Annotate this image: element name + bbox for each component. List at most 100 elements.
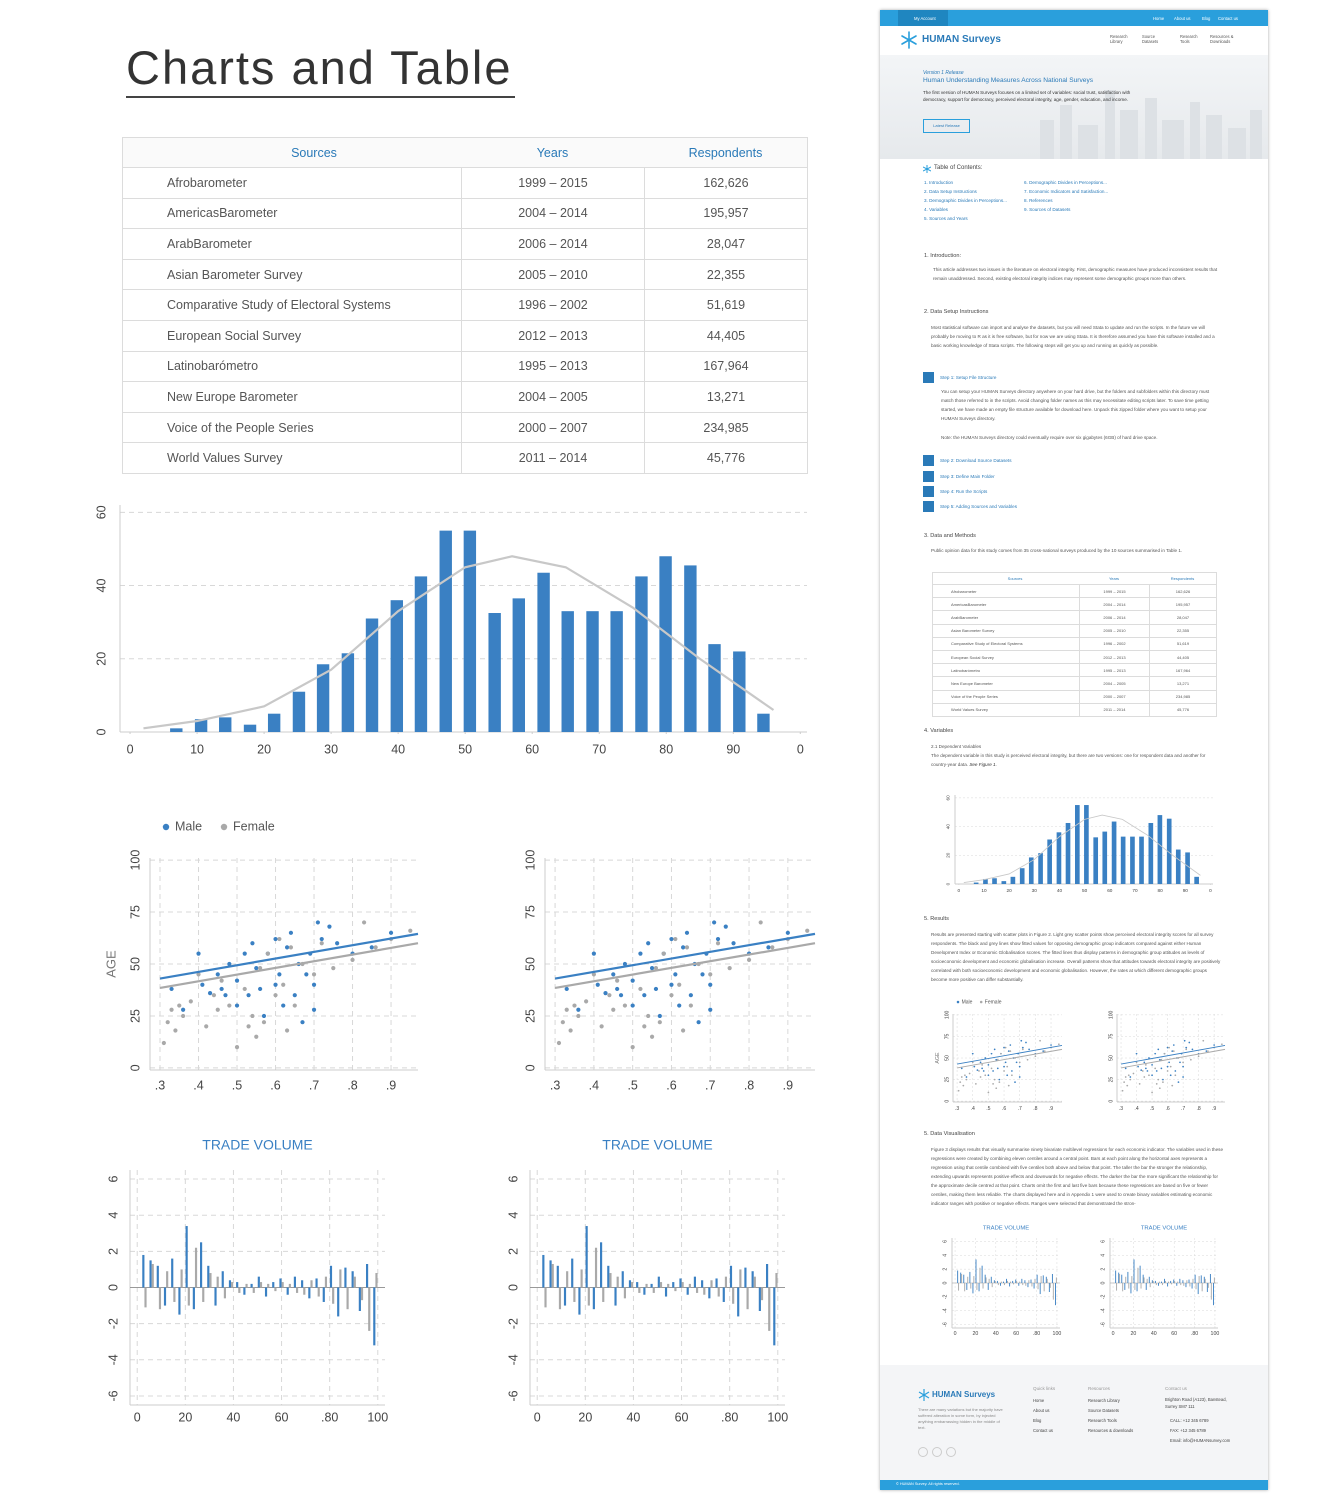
paragraph: Most statistical software can import and… (931, 325, 1215, 348)
footer-link[interactable]: Research Tools (1088, 1418, 1117, 1423)
bar (166, 1271, 169, 1288)
y-tick-label: 2 (106, 1248, 120, 1255)
step-link[interactable]: Step 4: Run the Scripts (940, 489, 988, 494)
table-row: European Social Survey 2012 – 2013 44,405 (933, 649, 1216, 664)
table-header-row: Sources Years Respondents (933, 573, 1216, 584)
bar (657, 1276, 660, 1288)
x-tick-label: 40 (391, 742, 405, 756)
table-row: Latinobarómetro 1995 – 2013 167,964 (933, 663, 1216, 677)
bar (317, 1287, 320, 1297)
x-tick-label: .7 (309, 1078, 319, 1092)
toc-item[interactable]: 8. References (1024, 198, 1053, 203)
chart-title: TRADE VOLUME (602, 1137, 712, 1153)
point (273, 936, 278, 942)
figure-reference[interactable]: See Figure 1. (969, 762, 997, 767)
footer-email[interactable]: Email: info@HUMANsurvey.com (1170, 1438, 1231, 1443)
bar (216, 1276, 219, 1288)
y-tick-label: -6 (506, 1390, 520, 1401)
point (715, 936, 721, 942)
bar (703, 1287, 706, 1295)
bar (512, 598, 525, 732)
point (165, 1020, 170, 1025)
latest-release-button[interactable]: Latest Release (923, 119, 970, 133)
fit-line (554, 932, 816, 980)
footer-link[interactable]: About us (1033, 1408, 1050, 1413)
paragraph: The dependent variable in this study is … (931, 751, 1223, 769)
footer-logo[interactable]: HUMAN Surveys (932, 1390, 996, 1399)
bar (272, 1282, 275, 1288)
toc-item[interactable]: 4. Variables (924, 207, 948, 212)
nav-link[interactable]: Blog (1202, 16, 1211, 21)
social-icon[interactable] (918, 1447, 928, 1457)
bar (753, 1276, 756, 1288)
point (568, 1028, 573, 1033)
bar (686, 1287, 689, 1295)
social-icon[interactable] (932, 1447, 942, 1457)
column-header: Sources (1007, 576, 1023, 581)
nav-link[interactable]: Contact us (1218, 16, 1239, 21)
step-link[interactable]: Step 5: Adding Sources and Variables (940, 504, 1018, 509)
point (622, 1003, 628, 1008)
point (408, 928, 413, 933)
bar (375, 1273, 378, 1288)
bar (609, 1273, 612, 1288)
step-link[interactable]: Step 2: Download Source Datasets (940, 458, 1012, 463)
point (688, 1003, 693, 1008)
bar (243, 1287, 246, 1295)
step-link[interactable]: Step 3: Define Main Folder (940, 474, 995, 479)
table-cell: 1999 – 2015 (461, 168, 644, 198)
menu-item[interactable]: Research Tools (1180, 34, 1198, 44)
point (246, 993, 251, 998)
point (288, 945, 294, 950)
point (630, 1003, 635, 1008)
point (181, 1013, 186, 1019)
bar (737, 1287, 740, 1317)
footer-link[interactable]: Resources & downloads (1088, 1428, 1134, 1433)
point (712, 920, 717, 925)
account-link[interactable]: My Account (914, 16, 936, 21)
point (657, 1013, 662, 1019)
bar (439, 530, 452, 732)
bar (724, 1276, 728, 1288)
menu-item[interactable]: Source Datasets (1142, 34, 1159, 44)
footer-link[interactable]: Research Library (1088, 1398, 1120, 1403)
nav-link[interactable]: Home (1153, 16, 1165, 21)
toc-item[interactable]: 1. Introduction (924, 180, 954, 185)
bar (563, 1287, 567, 1306)
bar (219, 717, 232, 732)
point (653, 986, 659, 992)
toc-item[interactable]: 6. Demographic Divides in Perceptions... (1024, 180, 1107, 185)
table-cell: New Europe Barometer (951, 680, 993, 686)
nav-link[interactable]: About us (1174, 16, 1191, 21)
point (770, 945, 775, 950)
toc-item[interactable]: 3. Demographic Divides in Perceptions... (924, 198, 1007, 203)
bar (390, 600, 404, 732)
point (758, 920, 763, 925)
table-cell: 22,355 (644, 259, 807, 290)
toc-item[interactable]: 5. Sources and Years (924, 216, 968, 221)
menu-item[interactable]: Resources & Downloads (1210, 34, 1234, 44)
toc-item[interactable]: 2. Data Setup Instructions (924, 189, 977, 194)
point (161, 1040, 166, 1046)
logo-text[interactable]: HUMAN Surveys (922, 34, 1001, 45)
bar (250, 1283, 253, 1288)
table-cell: 13,271 (1149, 677, 1216, 690)
bar (566, 1271, 569, 1288)
social-icon[interactable] (946, 1447, 956, 1457)
footer-link[interactable]: Contact us (1033, 1428, 1054, 1433)
x-tick-label: 20 (578, 1410, 592, 1424)
table-cell: 51,619 (1149, 637, 1216, 650)
point (211, 993, 217, 998)
footer-link[interactable]: Source Datasets (1088, 1408, 1119, 1413)
table-row: ArabBarometer 2006 – 2014 28,047 (933, 610, 1216, 624)
menu-item[interactable]: Research Library (1110, 34, 1128, 44)
footer-link[interactable]: Home (1033, 1398, 1045, 1403)
step-link[interactable]: Step 1: Setup File Structure (940, 375, 997, 380)
section-heading: 5. Data Visualisation (924, 1131, 975, 1137)
point (805, 928, 810, 933)
table-cell: Latinobarómetro (951, 667, 981, 673)
y-tick-label: 25 (128, 1009, 142, 1023)
toc-item[interactable]: 7. Economic Indicators and Satisfaction.… (1024, 189, 1109, 194)
footer-link[interactable]: Blog (1033, 1418, 1042, 1423)
toc-item[interactable]: 9. Sources of Datasets (1024, 207, 1071, 212)
